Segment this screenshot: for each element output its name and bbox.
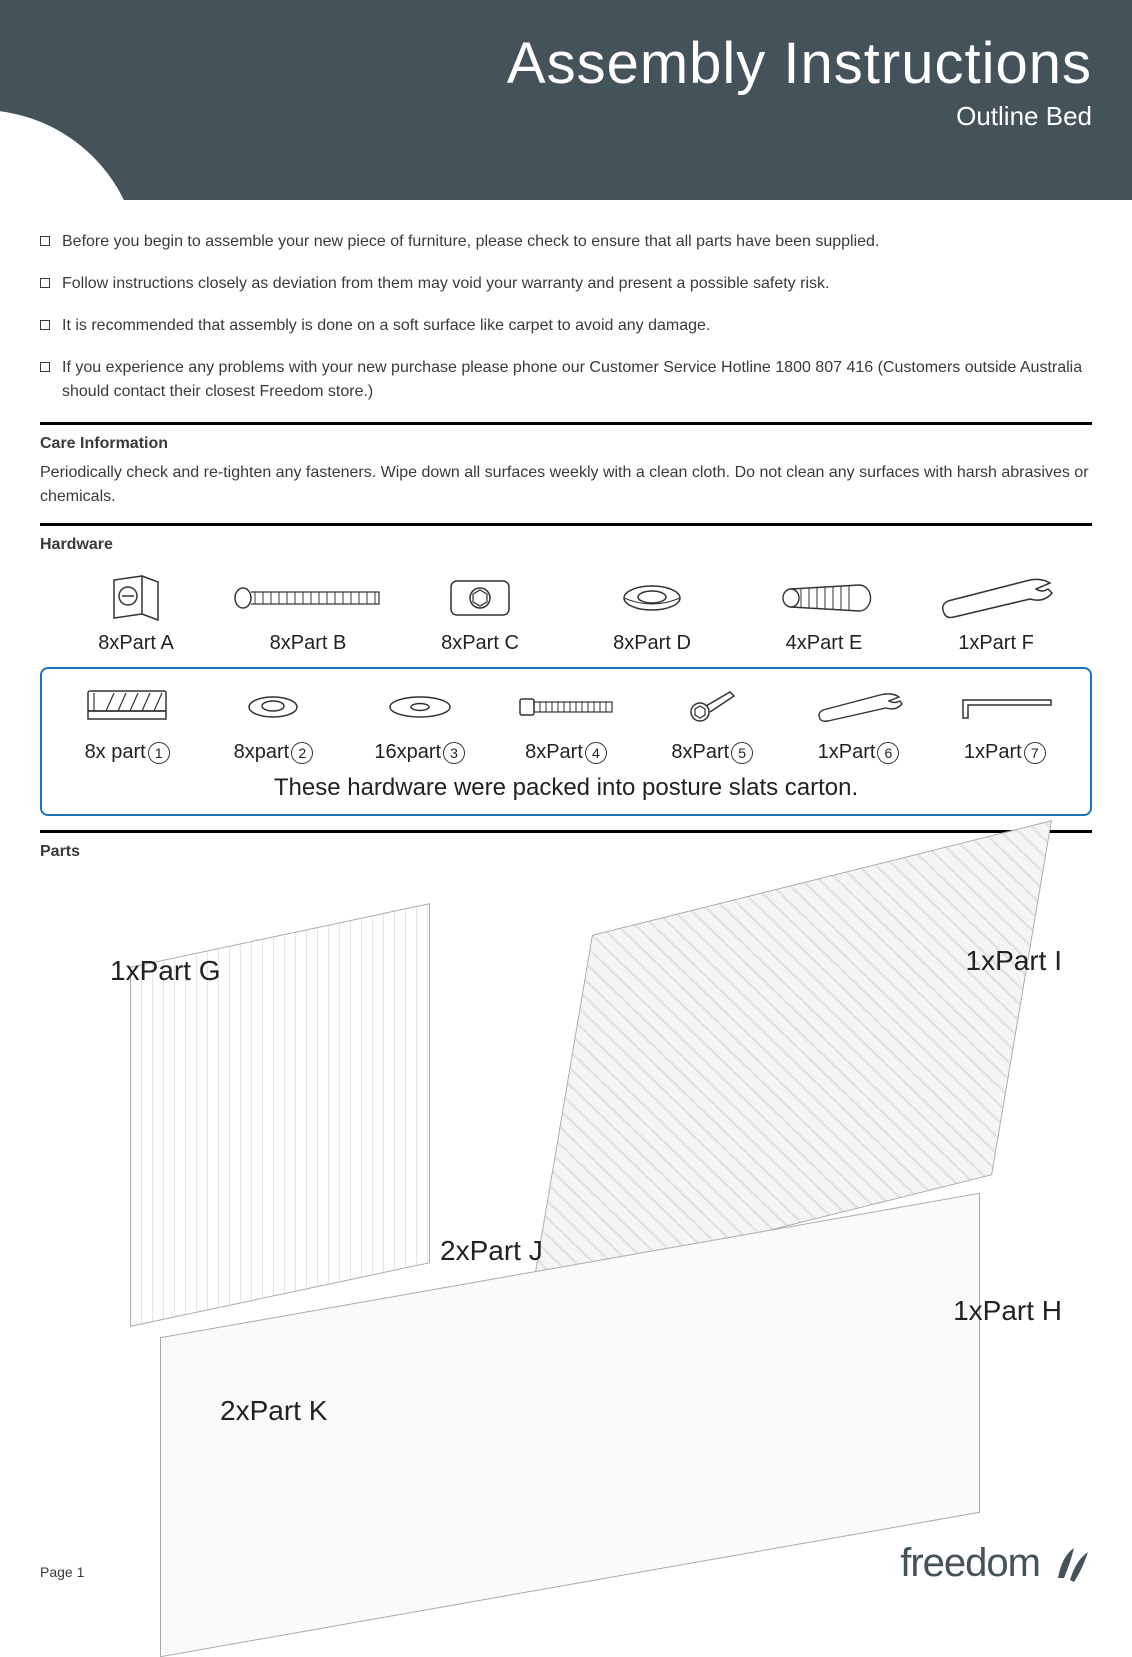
care-text: Periodically check and re-tighten any fa… — [40, 461, 1092, 509]
content-area: Before you begin to assemble your new pi… — [0, 200, 1132, 1615]
hw-part-6: 1xPart6 — [785, 679, 931, 764]
bullet-item: Before you begin to assemble your new pi… — [40, 230, 1092, 254]
hw-label: 1xPart7 — [932, 741, 1078, 764]
hw-label: 8xpart2 — [200, 741, 346, 764]
hw-part-a: 8xPart A — [50, 570, 222, 655]
hw-label: 8xPart5 — [639, 741, 785, 764]
hardware-row-1: 8xPart A 8xPart B 8xPart C 8xPart D — [40, 562, 1092, 663]
header-banner: Assembly Instructions Outline Bed — [0, 0, 1132, 200]
hw-part-7: 1xPart7 — [932, 679, 1078, 764]
page-title: Assembly Instructions — [40, 30, 1092, 97]
slats-hardware-box: 8x part1 8xpart2 16xpart3 — [40, 667, 1092, 816]
hw-label: 8xPart B — [222, 632, 394, 655]
allen-key-l-icon — [932, 679, 1078, 735]
hw-part-4: 8xPart4 — [493, 679, 639, 764]
hw-part-e: 4xPart E — [738, 570, 910, 655]
part-j-label: 2xPart J — [440, 1235, 543, 1267]
hw-label: 8xPart C — [394, 632, 566, 655]
flat-washer-icon — [347, 679, 493, 735]
wrench-large-icon — [910, 570, 1082, 626]
wrench-small-icon — [785, 679, 931, 735]
hw-label: 8xPart A — [50, 632, 222, 655]
brand-logo: freedom — [900, 1541, 1092, 1586]
part-k-label: 2xPart K — [220, 1395, 327, 1427]
spring-washer-icon — [566, 570, 738, 626]
part-h-label: 1xPart H — [953, 1295, 1062, 1327]
hw-part-d: 8xPart D — [566, 570, 738, 655]
medium-bolt-icon — [493, 679, 639, 735]
intro-bullets: Before you begin to assemble your new pi… — [40, 230, 1092, 404]
divider — [40, 830, 1092, 833]
hw-label: 8xPart D — [566, 632, 738, 655]
footer: Page 1 freedom — [40, 1530, 1092, 1590]
cam-lock-icon — [50, 570, 222, 626]
hw-part-b: 8xPart B — [222, 570, 394, 655]
hw-label: 8x part1 — [54, 741, 200, 764]
page-subtitle: Outline Bed — [40, 101, 1092, 132]
bullet-item: Follow instructions closely as deviation… — [40, 272, 1092, 296]
hardware-row-2: 8x part1 8xpart2 16xpart3 — [54, 679, 1078, 764]
hardware-heading: Hardware — [40, 536, 1092, 554]
brand-text: freedom — [900, 1541, 1040, 1586]
hw-part-5: 8xPart5 — [639, 679, 785, 764]
hw-label: 8xPart4 — [493, 741, 639, 764]
hw-part-3: 16xpart3 — [347, 679, 493, 764]
parts-diagram: 1xPart G 1xPart I 2xPart J 1xPart H 2xPa… — [40, 875, 1092, 1615]
bullet-item: It is recommended that assembly is done … — [40, 314, 1092, 338]
hw-label: 4xPart E — [738, 632, 910, 655]
divider — [40, 422, 1092, 425]
divider — [40, 523, 1092, 526]
bullet-item: If you experience any problems with your… — [40, 356, 1092, 404]
hw-part-2: 8xpart2 — [200, 679, 346, 764]
page-number: Page 1 — [40, 1564, 84, 1580]
slat-holder-icon — [54, 679, 200, 735]
brand-mark-icon — [1048, 1542, 1092, 1586]
hw-label: 1xPart F — [910, 632, 1082, 655]
hw-part-f: 1xPart F — [910, 570, 1082, 655]
hw-part-1: 8x part1 — [54, 679, 200, 764]
hw-part-c: 8xPart C — [394, 570, 566, 655]
allen-key-icon — [639, 679, 785, 735]
dowel-icon — [738, 570, 910, 626]
care-heading: Care Information — [40, 435, 1092, 453]
part-i-label: 1xPart I — [966, 945, 1063, 977]
barrel-nut-icon — [394, 570, 566, 626]
part-g-label: 1xPart G — [110, 955, 221, 987]
spring-washer-icon — [200, 679, 346, 735]
slats-carton-note: These hardware were packed into posture … — [54, 774, 1078, 802]
hw-label: 16xpart3 — [347, 741, 493, 764]
long-bolt-icon — [222, 570, 394, 626]
hw-label: 1xPart6 — [785, 741, 931, 764]
